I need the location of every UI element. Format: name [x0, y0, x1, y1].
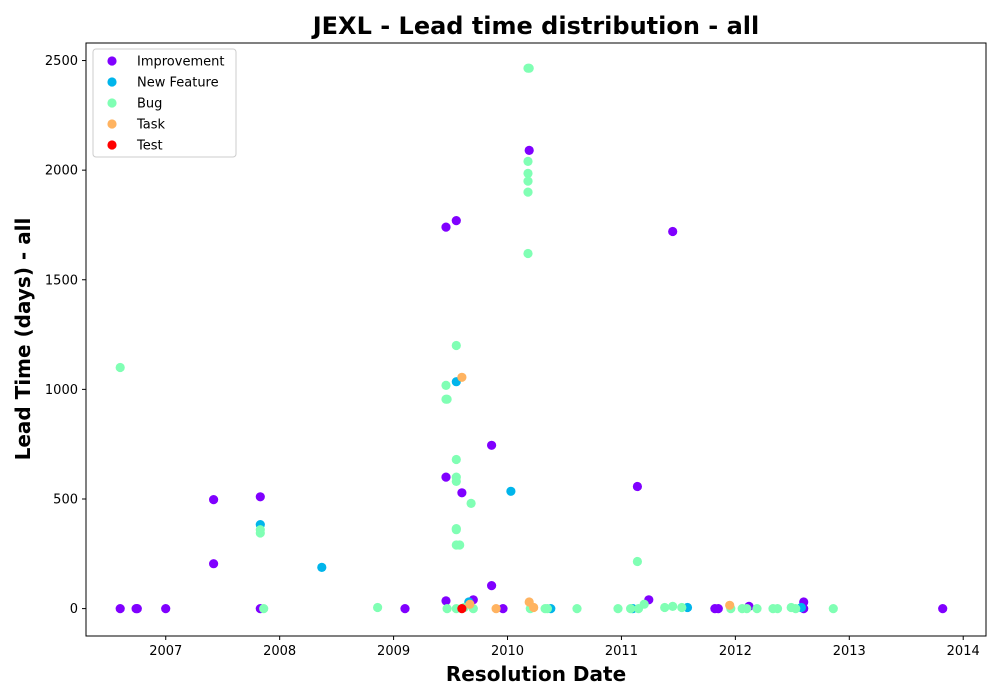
- data-point: [668, 601, 678, 612]
- data-point: [373, 602, 383, 613]
- data-point: [442, 604, 452, 614]
- legend-label: Test: [136, 139, 163, 154]
- plot-frame: [85, 42, 987, 637]
- legend-label: New Feature: [137, 76, 219, 91]
- data-point: [542, 604, 553, 614]
- x-tick-label: 2007: [149, 644, 182, 659]
- data-point: [668, 226, 678, 237]
- series-task: [457, 372, 735, 614]
- data-point: [524, 63, 534, 73]
- data-point: [161, 604, 171, 614]
- data-point: [639, 599, 649, 609]
- legend: Improvement New Feature Bug Task Test: [92, 48, 237, 158]
- axes: 2007 2008 2009 2010 2011 2012 2013 2014 0 500 1000…: [45, 42, 987, 659]
- data-point: [524, 145, 534, 155]
- y-tick-label: 0: [70, 602, 78, 617]
- y-axis-label: Lead Time (days) - all: [11, 218, 35, 461]
- data-point: [455, 540, 465, 550]
- legend-marker: [107, 56, 117, 66]
- data-point: [451, 340, 461, 351]
- data-point: [451, 454, 461, 465]
- data-point: [451, 216, 461, 226]
- data-point: [466, 498, 476, 508]
- chart-title: JEXL - Lead time distribution - all: [311, 12, 760, 40]
- data-point: [828, 604, 838, 614]
- legend-marker: [107, 140, 117, 150]
- x-tick-label: 2011: [605, 644, 638, 659]
- data-point: [632, 481, 643, 492]
- x-tick-label: 2010: [491, 644, 524, 659]
- legend-label: Bug: [137, 97, 162, 112]
- data-point: [506, 486, 516, 496]
- series-test: [457, 604, 467, 614]
- data-point: [938, 604, 948, 614]
- legend-label: Improvement: [137, 55, 224, 70]
- x-axis-label: Resolution Date: [446, 662, 626, 686]
- y-tick-label: 500: [53, 492, 78, 507]
- y-tick-label: 2500: [45, 54, 78, 69]
- data-point: [791, 604, 801, 614]
- data-point: [725, 600, 735, 610]
- data-point: [523, 168, 533, 178]
- legend-label: Task: [136, 118, 166, 133]
- data-point: [752, 604, 762, 614]
- x-tick-label: 2012: [719, 644, 752, 659]
- legend-box: [92, 48, 237, 158]
- data-point: [491, 604, 501, 614]
- data-point: [742, 604, 752, 614]
- legend-marker: [107, 98, 117, 108]
- data-point: [572, 604, 582, 614]
- data-point: [523, 187, 533, 197]
- series-new-feature: [255, 377, 807, 614]
- data-point: [498, 604, 508, 614]
- series-bug: [115, 63, 838, 614]
- x-tick-label: 2014: [947, 644, 980, 659]
- data-point: [451, 476, 461, 486]
- data-point: [441, 596, 451, 606]
- data-point: [523, 156, 533, 166]
- data-point: [713, 604, 723, 614]
- data-point: [529, 602, 539, 613]
- data-point: [441, 472, 451, 482]
- data-point: [441, 380, 451, 390]
- data-point: [457, 604, 467, 614]
- y-tick-label: 1500: [45, 273, 78, 288]
- data-point: [457, 488, 467, 498]
- data-point: [660, 602, 670, 613]
- data-point: [772, 604, 783, 614]
- data-point: [441, 222, 451, 232]
- data-point: [677, 602, 687, 613]
- data-point: [451, 525, 461, 535]
- data-point: [115, 604, 125, 614]
- series-improvement: [115, 145, 948, 614]
- y-tick-label: 2000: [45, 164, 78, 179]
- data-point: [613, 604, 623, 614]
- x-tick-label: 2009: [377, 644, 410, 659]
- data-point: [317, 562, 327, 573]
- data-point: [209, 495, 219, 505]
- data-point: [523, 248, 533, 259]
- data-point: [457, 372, 467, 382]
- data-point: [487, 440, 497, 450]
- data-point: [487, 581, 497, 591]
- data-point: [132, 604, 142, 614]
- data-point: [523, 176, 533, 186]
- y-tick-label: 1000: [45, 383, 78, 398]
- legend-marker: [107, 119, 117, 129]
- data-point: [442, 394, 452, 404]
- data-point: [632, 556, 643, 567]
- data-point: [465, 599, 475, 609]
- data-point: [626, 604, 636, 614]
- data-point: [115, 362, 125, 373]
- x-tick-label: 2008: [263, 644, 296, 659]
- data-point: [255, 492, 265, 502]
- data-point: [259, 604, 269, 614]
- plot-area: [115, 63, 948, 614]
- data-point: [400, 604, 410, 614]
- data-point: [255, 525, 265, 535]
- data-point: [209, 559, 219, 569]
- x-tick-label: 2013: [833, 644, 866, 659]
- legend-marker: [107, 77, 117, 87]
